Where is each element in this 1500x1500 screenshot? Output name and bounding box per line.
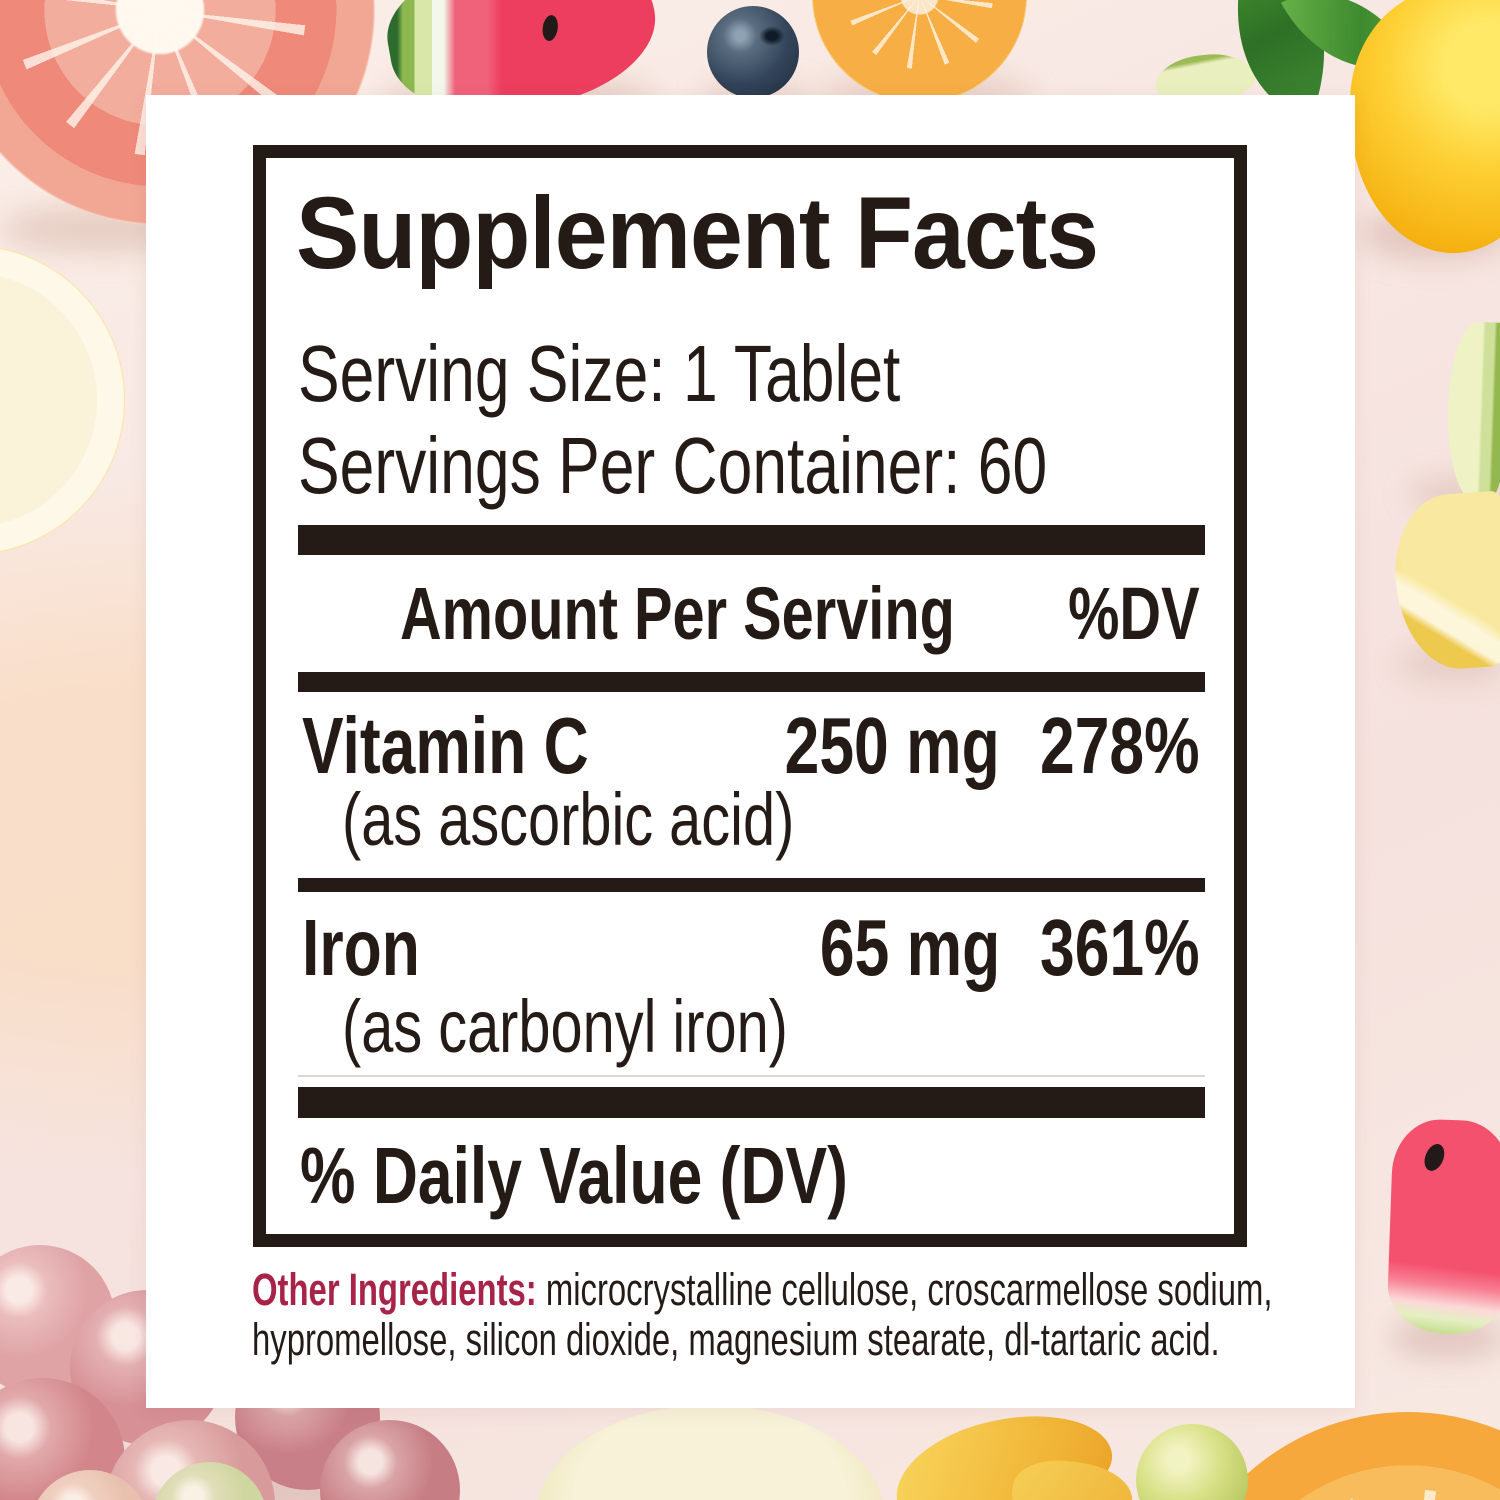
orange-segments	[846, 0, 993, 69]
daily-value-footnote: % Daily Value (DV)	[300, 1131, 848, 1220]
nutrient-amount: 65 mg	[819, 903, 1000, 992]
other-ingredients-label: Other Ingredients:	[252, 1264, 537, 1315]
nutrient-name: Iron	[302, 903, 420, 992]
other-ingredients-line2: hypromellose, silicon dioxide, magnesium…	[252, 1314, 1220, 1365]
other-ingredients-block: Other Ingredients: microcrystalline cell…	[252, 1265, 1272, 1365]
blueberry-calyx	[758, 26, 785, 47]
lemon-slice-image	[0, 245, 125, 555]
watermelon-seed	[541, 13, 560, 42]
separator-bar-medium	[298, 672, 1205, 692]
hairline-separator	[298, 1075, 1205, 1077]
other-ingredients-text1: microcrystalline cellulose, croscarmello…	[545, 1264, 1273, 1315]
servings-per-container-line: Servings Per Container: 60	[298, 421, 1048, 510]
column-header-dv: %DV	[1068, 572, 1200, 655]
watermelon-wedge-image	[1386, 1118, 1500, 1336]
separator-bar-thick	[298, 1087, 1205, 1118]
watermelon-seed	[1420, 1140, 1449, 1174]
pear-slice-image	[535, 1405, 885, 1500]
supplement-facts-title: Supplement Facts	[296, 176, 1099, 290]
serving-size-line: Serving Size: 1 Tablet	[298, 329, 901, 418]
nutrient-dv: 361%	[1040, 903, 1200, 992]
supplement-facts-box: Supplement Facts Serving Size: 1 Tablet …	[253, 145, 1247, 1247]
nutrient-amount: 250 mg	[784, 701, 1000, 790]
separator-bar-thick	[298, 525, 1205, 555]
column-header-amount-per-serving: Amount Per Serving	[400, 572, 955, 655]
lime-wedge-image	[1444, 321, 1500, 503]
label-card: Supplement Facts Serving Size: 1 Tablet …	[146, 95, 1355, 1408]
green-grape-image	[1136, 1424, 1248, 1500]
nutrient-form: (as ascorbic acid)	[342, 778, 795, 861]
nutrient-name: Vitamin C	[302, 701, 589, 790]
separator-bar-thin	[298, 878, 1205, 892]
blueberry-image	[707, 6, 799, 98]
orange-segments	[1244, 1488, 1500, 1500]
orange-slice-top-image	[812, 0, 1027, 103]
other-ingredients-line1: Other Ingredients: microcrystalline cell…	[252, 1265, 1272, 1315]
nutrient-form: (as carbonyl iron)	[342, 985, 788, 1068]
nutrient-dv: 278%	[1040, 701, 1200, 790]
lemon-wedge-image	[1390, 490, 1500, 673]
